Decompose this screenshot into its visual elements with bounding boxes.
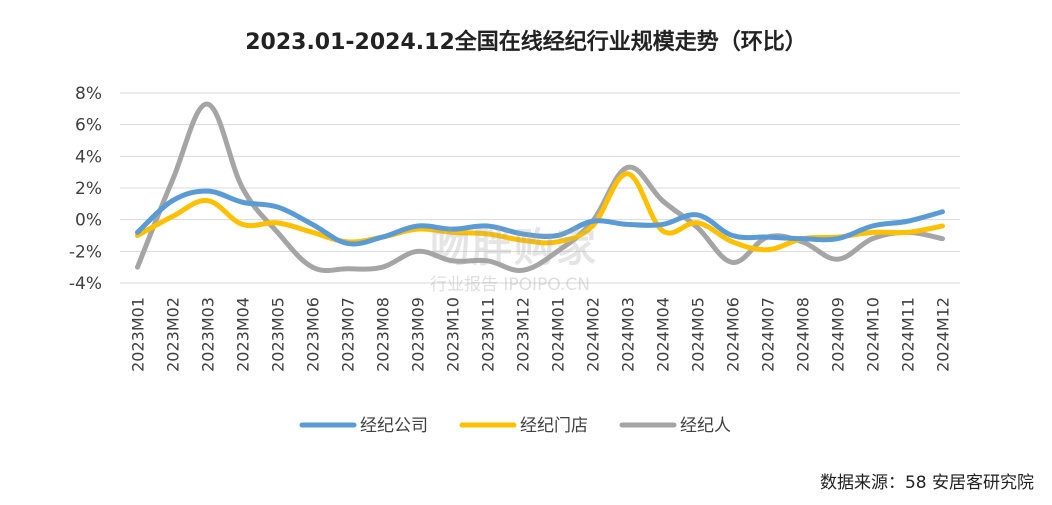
legend-label: 经纪人 (680, 416, 731, 436)
legend-label: 经纪门店 (520, 416, 588, 436)
y-tick-label: 2% (75, 179, 102, 199)
x-tick-label: 2023M03 (199, 297, 218, 372)
y-tick-label: -4% (69, 274, 102, 294)
x-tick-label: 2024M02 (584, 297, 603, 372)
x-tick-label: 2024M01 (549, 297, 568, 372)
series-line-0 (135, 188, 945, 247)
x-tick-label: 2023M06 (304, 297, 323, 372)
x-tick-label: 2024M11 (899, 297, 918, 372)
x-tick-label: 2024M09 (829, 297, 848, 372)
y-tick-label: 8% (75, 84, 102, 104)
y-axis-ticks: 8% 6% 4% 2% 0% -2% -4% (69, 84, 102, 294)
x-tick-label: 2023M10 (444, 297, 463, 372)
y-tick-label: 6% (75, 116, 102, 136)
legend-label: 经纪公司 (360, 416, 428, 436)
x-tick-label: 2024M05 (689, 297, 708, 372)
watermark-logo: 吻胖购家 (430, 225, 598, 271)
source-note: 数据来源：58 安居客研究院 (819, 473, 1034, 493)
x-tick-label: 2023M02 (164, 297, 183, 372)
x-tick-label: 2023M09 (409, 297, 428, 372)
x-tick-label: 2024M07 (759, 297, 778, 372)
legend: 经纪公司 经纪门店 经纪人 (299, 416, 731, 436)
y-tick-label: 0% (75, 211, 102, 231)
x-tick-label: 2023M07 (339, 297, 358, 372)
chart-title: 2023.01-2024.12全国在线经纪行业规模走势（环比） (245, 30, 807, 55)
y-tick-label: -2% (69, 242, 102, 262)
x-tick-label: 2024M03 (619, 297, 638, 372)
x-tick-label: 2024M04 (654, 297, 673, 372)
x-tick-label: 2024M10 (864, 297, 883, 372)
x-tick-label: 2023M12 (514, 297, 533, 372)
x-tick-label: 2023M01 (129, 297, 148, 372)
x-axis-ticks: 2023M01 2023M02 2023M03 2023M04 2023M05 2023M… (129, 297, 953, 372)
x-tick-label: 2023M05 (269, 297, 288, 372)
x-tick-label: 2023M04 (234, 297, 253, 372)
x-tick-label: 2023M11 (479, 297, 498, 372)
x-tick-label: 2024M12 (934, 297, 953, 372)
watermark-text: 行业报告 IPOIPO.CN (430, 275, 590, 295)
x-tick-label: 2024M06 (724, 297, 743, 372)
x-tick-label: 2024M08 (794, 297, 813, 372)
series-lines (135, 101, 945, 274)
x-tick-label: 2023M08 (374, 297, 393, 372)
y-tick-label: 4% (75, 147, 102, 167)
